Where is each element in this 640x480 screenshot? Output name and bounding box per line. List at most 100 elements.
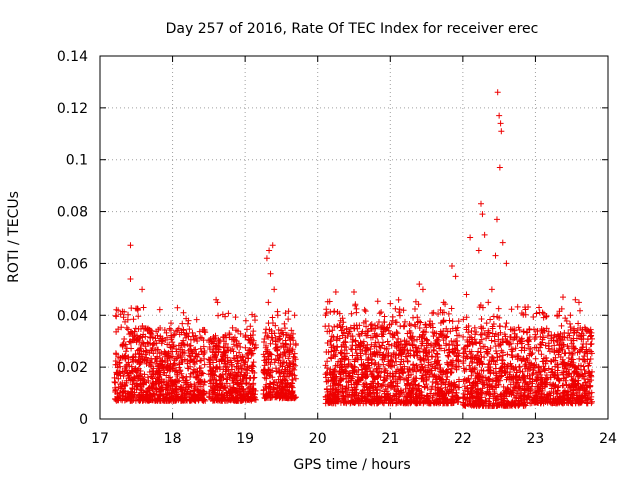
data-point <box>193 350 200 357</box>
data-point <box>229 324 236 331</box>
data-point <box>189 329 196 336</box>
data-point <box>175 342 182 349</box>
data-point <box>129 333 136 340</box>
y-tick-label: 0.08 <box>57 205 88 221</box>
data-point <box>485 299 492 306</box>
data-point <box>123 324 130 331</box>
data-point <box>140 304 147 311</box>
data-point <box>112 384 119 391</box>
data-point <box>236 349 243 356</box>
data-point <box>289 376 296 383</box>
data-point <box>141 379 148 386</box>
data-point <box>188 395 195 402</box>
data-point <box>191 358 198 365</box>
data-point <box>119 343 126 350</box>
data-point <box>402 318 409 325</box>
data-point <box>265 320 272 327</box>
data-point <box>143 347 150 354</box>
data-point <box>146 396 153 403</box>
data-point <box>221 358 228 365</box>
data-point <box>115 375 122 382</box>
data-point <box>127 275 134 282</box>
data-point <box>197 383 204 390</box>
data-point <box>263 255 270 262</box>
data-point <box>194 353 201 360</box>
data-point <box>351 288 357 295</box>
data-point <box>147 396 154 403</box>
data-point <box>532 355 539 362</box>
data-point <box>178 370 185 377</box>
data-point <box>380 339 387 346</box>
data-point <box>147 340 154 347</box>
data-point <box>230 385 237 392</box>
data-point <box>284 387 291 394</box>
data-point <box>246 349 253 356</box>
data-point <box>282 310 289 317</box>
data-point <box>426 321 433 328</box>
data-point <box>163 395 170 402</box>
data-point <box>179 358 186 365</box>
data-point <box>355 331 362 338</box>
data-point <box>331 308 338 315</box>
data-point <box>134 336 141 343</box>
data-point <box>117 385 124 392</box>
data-point <box>292 340 299 347</box>
data-point <box>170 360 177 367</box>
data-point <box>125 353 132 360</box>
data-point <box>233 342 240 349</box>
data-point <box>374 298 381 305</box>
data-point <box>152 370 159 377</box>
data-point <box>224 354 231 361</box>
data-point <box>488 286 495 293</box>
data-point <box>237 353 244 360</box>
data-point <box>260 351 267 358</box>
data-point <box>120 314 127 321</box>
data-point <box>373 366 380 373</box>
data-point <box>120 373 127 380</box>
data-point <box>288 380 295 387</box>
data-point <box>242 396 249 403</box>
data-point <box>133 339 140 346</box>
data-point <box>577 307 584 314</box>
data-point <box>446 317 453 324</box>
data-point <box>266 247 273 254</box>
data-point <box>131 375 138 382</box>
data-point <box>140 376 147 383</box>
data-point <box>213 357 220 364</box>
data-point <box>444 328 451 335</box>
data-point <box>240 392 247 399</box>
data-point <box>265 299 272 306</box>
data-point <box>144 374 151 381</box>
data-point <box>118 324 125 331</box>
data-point <box>250 359 257 366</box>
x-tick-label: 21 <box>381 431 399 447</box>
data-point <box>243 351 250 358</box>
data-point <box>135 375 142 382</box>
data-point <box>261 338 267 345</box>
data-point <box>262 368 269 375</box>
data-point <box>237 344 244 351</box>
data-point <box>273 379 280 386</box>
data-point <box>178 353 185 360</box>
data-point <box>228 396 235 403</box>
data-point <box>348 310 355 317</box>
data-point <box>136 346 143 353</box>
data-point <box>226 383 233 390</box>
data-point <box>191 397 198 404</box>
data-point <box>210 372 217 379</box>
data-point <box>443 325 450 332</box>
data-point <box>281 325 288 332</box>
data-point <box>290 360 297 367</box>
data-point <box>230 355 237 362</box>
data-point <box>146 368 153 375</box>
data-point <box>150 391 157 398</box>
data-point <box>266 395 273 402</box>
data-point <box>190 336 197 343</box>
data-point <box>209 354 216 361</box>
data-point <box>372 322 379 329</box>
data-point <box>288 388 295 395</box>
data-point <box>441 332 448 339</box>
data-point <box>378 325 385 332</box>
data-point <box>212 380 219 387</box>
data-points <box>111 89 596 410</box>
